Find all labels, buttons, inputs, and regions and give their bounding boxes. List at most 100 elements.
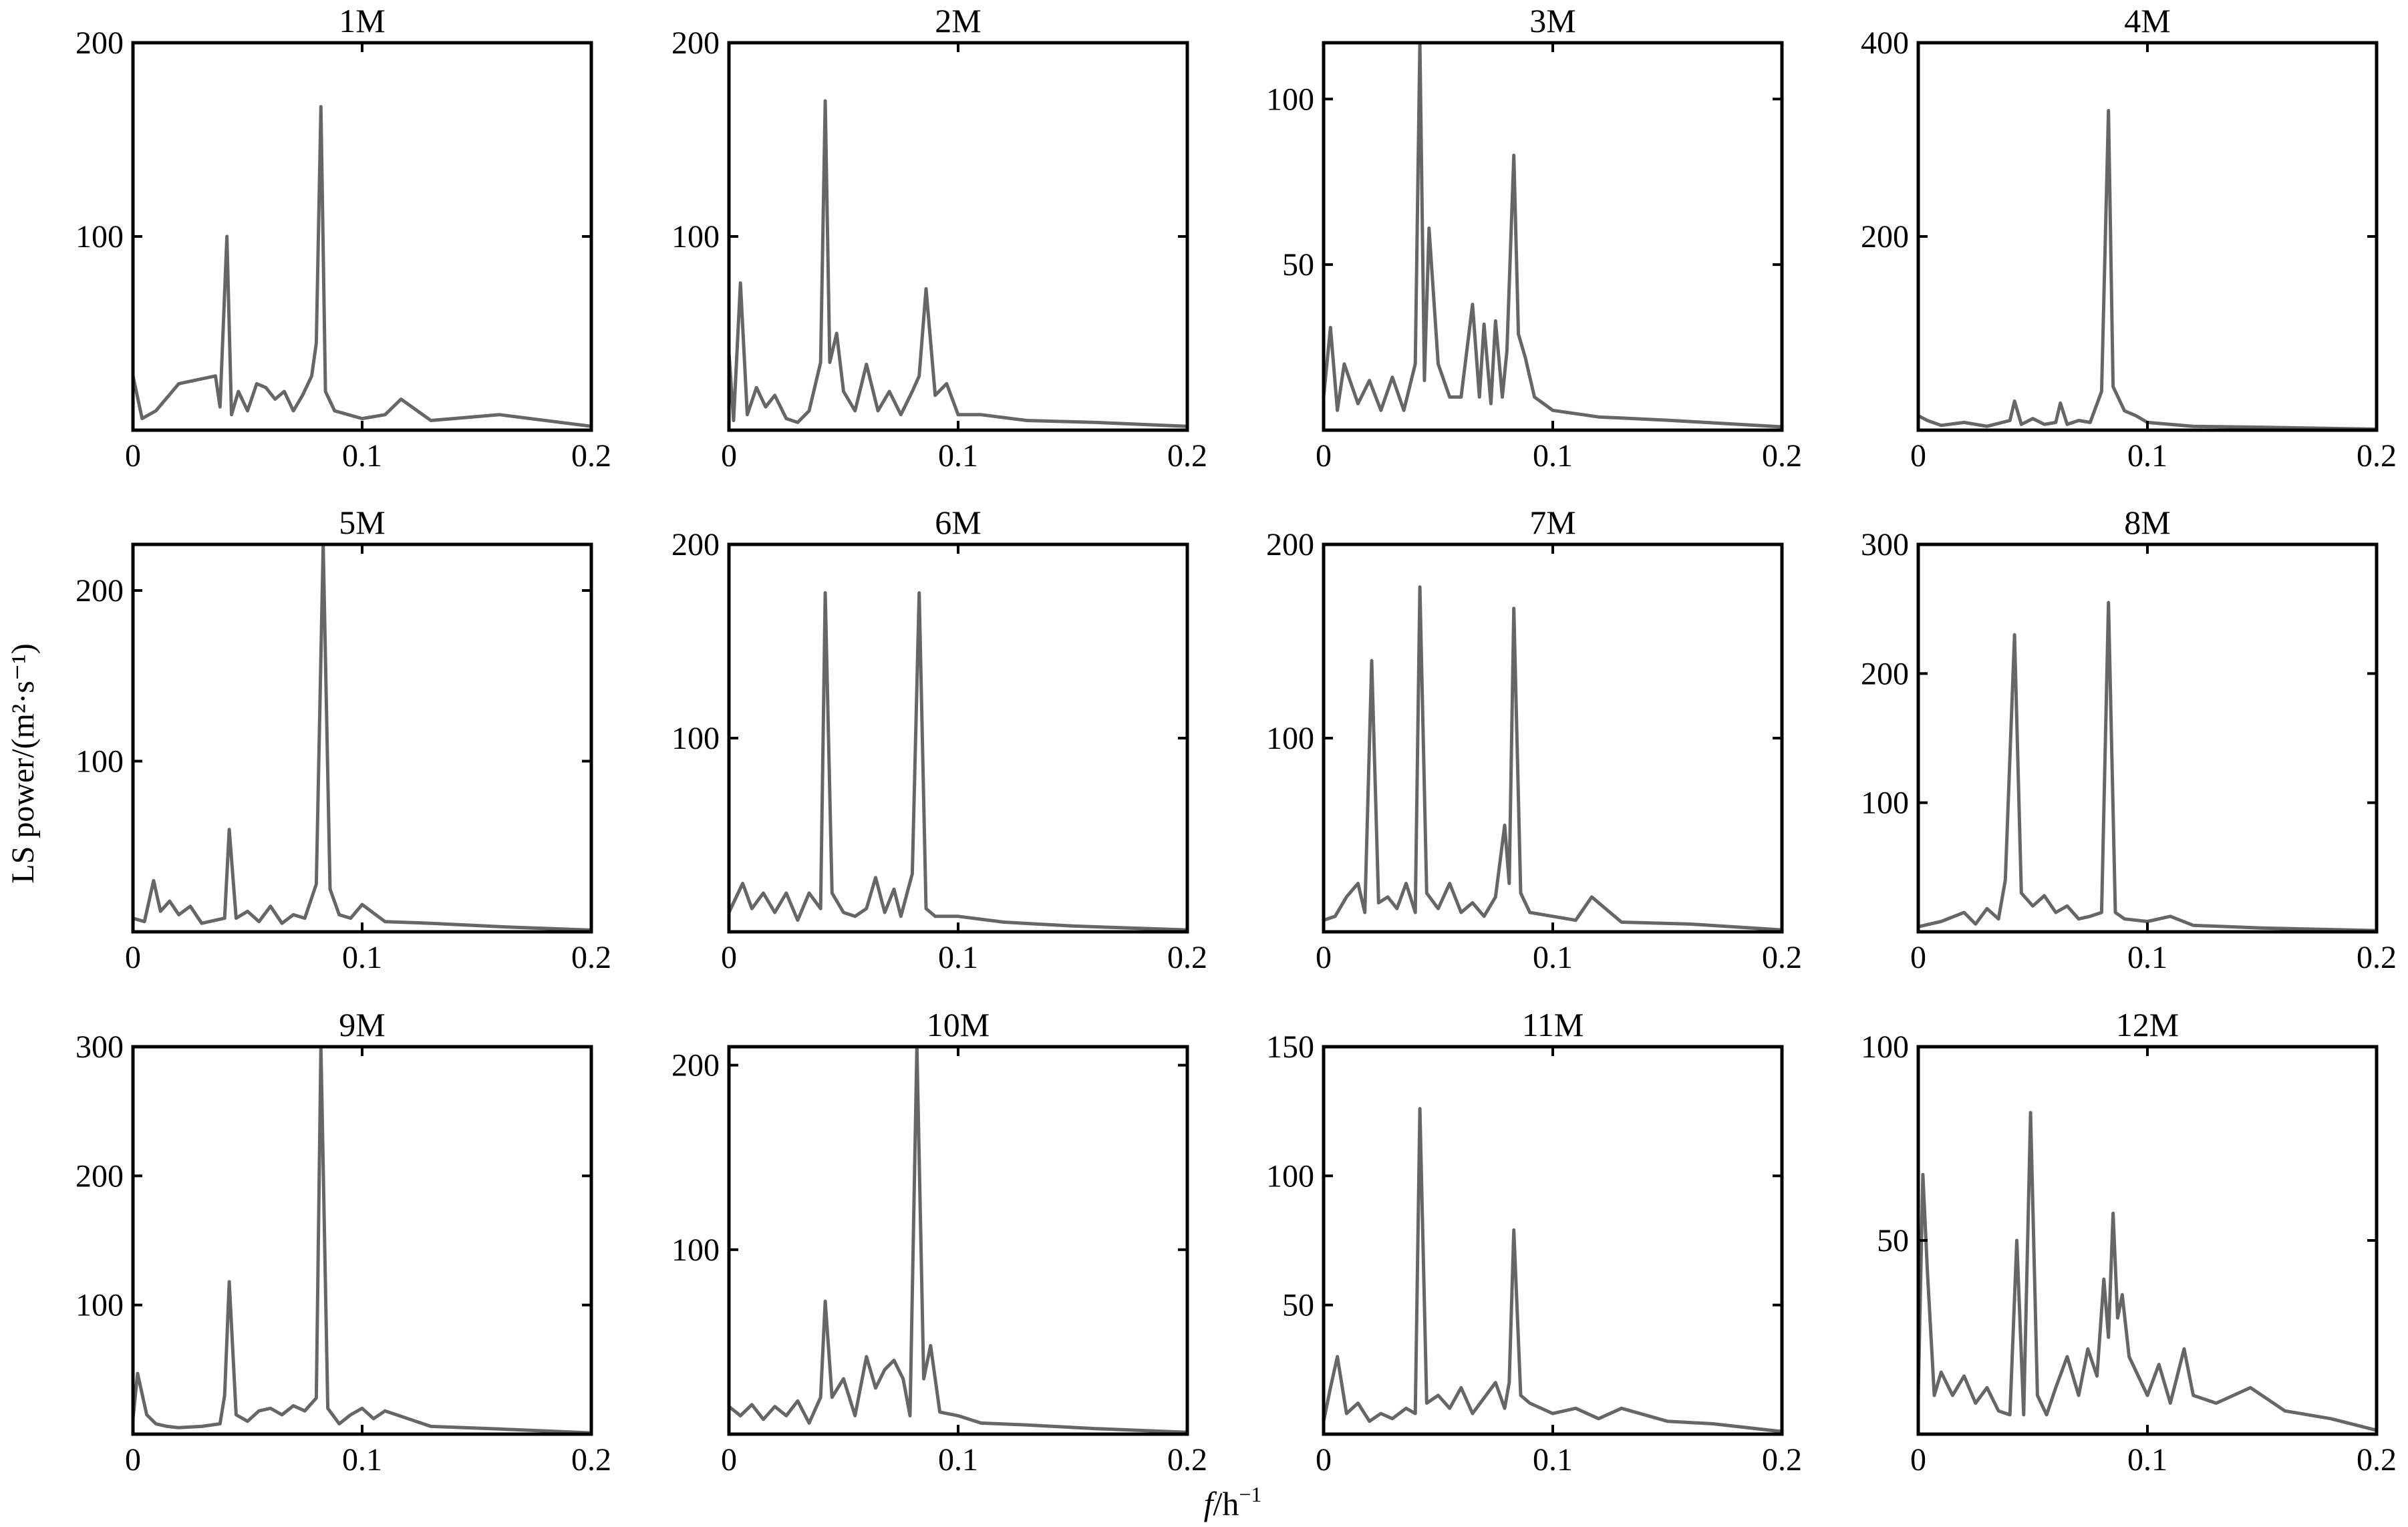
panel-title: 5M (339, 504, 385, 541)
x-axis-label-exponent: −1 (1239, 1482, 1261, 1506)
x-axis-label-main: /h (1213, 1485, 1239, 1522)
y-axis-label: LS power/(m²·s⁻¹) (5, 643, 41, 883)
x-tick-label: 0.1 (1533, 940, 1573, 975)
panel-title: 1M (339, 2, 385, 39)
y-tick-label: 100 (1266, 81, 1314, 117)
x-tick-label: 0 (1910, 940, 1926, 975)
y-tick-label: 200 (1861, 219, 1909, 254)
panel-title: 8M (2124, 504, 2170, 541)
x-tick-label: 0.2 (1167, 1442, 1207, 1478)
panel-grid: 1M 0 0.1 0.2 100 200 2M 0 0.1 0.2 100 200 3M 0 0.1 0.2 5… (76, 2, 2397, 1478)
panel-6M: 6M 0 0.1 0.2 100 200 (671, 504, 1207, 975)
plot-frame (1916, 542, 2379, 934)
plot-frame (727, 542, 1189, 934)
x-tick-label: 0.2 (1167, 438, 1207, 474)
y-tick-label: 100 (671, 1232, 720, 1268)
panel-4M: 4M 0 0.1 0.2 200 400 (1861, 2, 2397, 474)
series-line (1322, 1107, 1783, 1433)
x-tick-label: 0.1 (938, 438, 978, 474)
x-tick-label: 0.1 (1533, 1442, 1573, 1478)
series-line (727, 591, 1188, 932)
x-tick-label: 0.2 (571, 940, 611, 975)
plot-frame (727, 1045, 1189, 1436)
plot-frame (1916, 41, 2379, 432)
plot-frame (1322, 1045, 1784, 1436)
y-tick-label: 100 (76, 219, 124, 254)
x-tick-label: 0 (125, 1442, 141, 1478)
series-line (131, 105, 592, 428)
panel-title: 12M (2116, 1006, 2179, 1043)
series-line (727, 99, 1188, 428)
x-tick-label: 0 (721, 438, 737, 474)
x-tick-label: 0.1 (2127, 438, 2167, 474)
x-tick-label: 0.2 (571, 1442, 611, 1478)
panel-title: 2M (935, 2, 981, 39)
x-tick-label: 0.1 (342, 1442, 382, 1478)
plot-frame (131, 41, 593, 432)
panel-title: 6M (935, 504, 981, 541)
x-tick-label: 0.2 (1762, 1442, 1802, 1478)
y-tick-label: 400 (1861, 25, 1909, 61)
panel-8M: 8M 0 0.1 0.2 100 200 300 (1861, 504, 2397, 975)
plot-frame (1916, 1045, 2379, 1436)
x-tick-label: 0.2 (2357, 940, 2397, 975)
y-tick-label: 200 (671, 1048, 720, 1083)
y-tick-label: 100 (1266, 721, 1314, 756)
panel-title: 10M (927, 1006, 990, 1043)
x-tick-label: 0.1 (342, 940, 382, 975)
x-tick-label: 0.2 (2357, 1442, 2397, 1478)
panel-5M: 5M 0 0.1 0.2 100 200 (76, 504, 611, 975)
y-tick-label: 100 (671, 219, 720, 254)
panel-12M: 12M 0 0.1 0.2 50 100 (1861, 1006, 2397, 1478)
y-tick-label: 100 (76, 1288, 124, 1323)
x-tick-label: 0 (1910, 438, 1926, 474)
panel-title: 7M (1529, 504, 1575, 541)
series-line (1916, 1111, 2377, 1432)
series-line (728, 1045, 1188, 1434)
series-line (1918, 601, 2377, 932)
series-line (1323, 585, 1783, 932)
panel-11M: 11M 0 0.1 0.2 50 100 150 (1266, 1006, 1802, 1478)
x-tick-label: 0.1 (2127, 1442, 2167, 1478)
x-tick-label: 0 (1316, 1442, 1332, 1478)
x-tick-label: 0 (1316, 438, 1332, 474)
y-tick-label: 100 (1266, 1158, 1314, 1194)
y-tick-label: 200 (76, 1158, 124, 1194)
series-line (131, 1045, 592, 1435)
panel-1M: 1M 0 0.1 0.2 100 200 (76, 2, 611, 474)
y-tick-label: 200 (1266, 527, 1314, 562)
panel-2M: 2M 0 0.1 0.2 100 200 (671, 2, 1207, 474)
plot-frame (727, 41, 1189, 432)
panel-title: 3M (1529, 2, 1575, 39)
x-tick-label: 0.1 (938, 1442, 978, 1478)
x-tick-label: 0 (721, 940, 737, 975)
x-tick-label: 0.1 (938, 940, 978, 975)
panel-title: 4M (2124, 2, 2170, 39)
y-tick-label: 200 (76, 573, 124, 609)
x-tick-label: 0 (721, 1442, 737, 1478)
panel-3M: 3M 0 0.1 0.2 50 100 (1266, 2, 1802, 474)
panel-title: 9M (339, 1006, 385, 1043)
y-tick-label: 200 (671, 527, 720, 562)
x-tick-label: 0.2 (1762, 940, 1802, 975)
y-tick-label: 150 (1266, 1029, 1314, 1065)
series-line (132, 542, 592, 932)
y-tick-label: 100 (1861, 1029, 1909, 1065)
y-tick-label: 100 (1861, 786, 1909, 821)
x-tick-label: 0.2 (1167, 940, 1207, 975)
x-tick-label: 0.1 (1533, 438, 1573, 474)
y-tick-label: 50 (1877, 1223, 1909, 1258)
x-tick-label: 0.2 (571, 438, 611, 474)
series-line (1322, 41, 1783, 429)
panel-title: 11M (1522, 1006, 1584, 1043)
y-tick-label: 300 (1861, 527, 1909, 562)
y-tick-label: 200 (671, 25, 720, 61)
y-tick-label: 200 (1861, 656, 1909, 691)
plot-frame (131, 542, 593, 934)
plot-frame (1322, 41, 1784, 432)
y-tick-label: 100 (671, 721, 720, 756)
x-tick-label: 0 (1316, 940, 1332, 975)
plot-frame (1322, 542, 1784, 934)
y-tick-label: 100 (76, 743, 124, 779)
